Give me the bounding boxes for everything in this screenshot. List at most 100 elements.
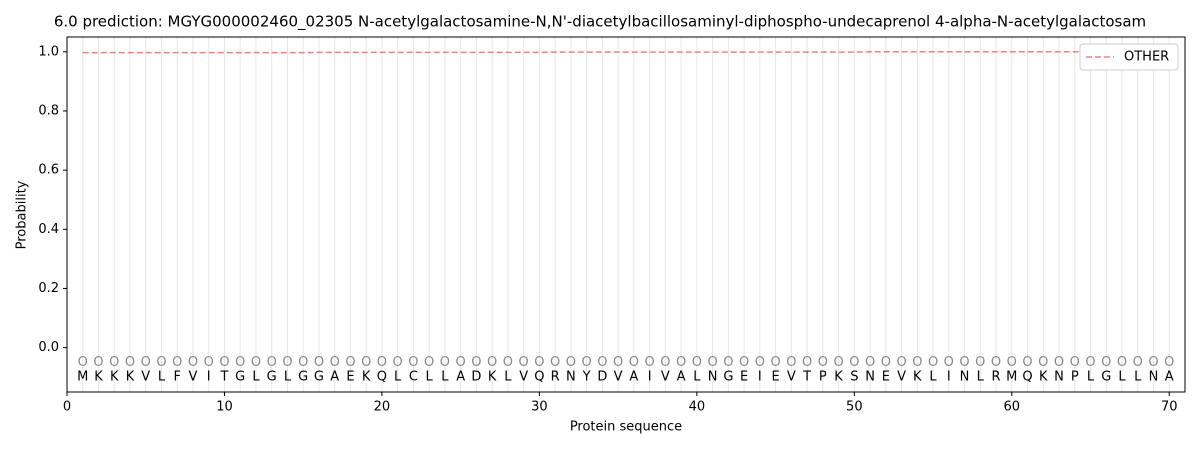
residue: L [1118,370,1126,385]
residue: L [394,370,402,385]
residue: Q [377,370,387,385]
predicted-label: O [944,355,954,370]
series-line [82,51,1170,54]
residue: T [219,370,228,385]
residue: Y [582,370,591,385]
y-tick-label: 0.4 [38,222,59,237]
chart-title: 6.0 prediction: MGYG000002460_02305 N-ac… [54,13,1146,32]
residue: D [471,370,481,385]
predicted-label: O [1101,355,1111,370]
predicted-label: O [1038,355,1048,370]
residue: C [409,370,418,385]
y-axis-label: Probability [15,180,30,249]
predicted-label: O [219,355,229,370]
residue: G [267,370,277,385]
predicted-label: O [912,355,922,370]
residue: I [648,370,652,385]
predicted-label: O [1117,355,1127,370]
y-tick-label: 1.0 [38,44,59,59]
predicted-label: O [1133,355,1143,370]
predicted-label: O [282,355,292,370]
residue: A [677,370,686,385]
residue: K [110,370,119,385]
x-tick-label: 20 [374,400,391,415]
predicted-label: O [361,355,371,370]
predicted-label: O [896,355,906,370]
legend-box [1079,43,1179,71]
residue: E [771,370,779,385]
residue: V [787,370,796,385]
x-tick-label: 60 [1004,400,1021,415]
predicted-label: O [519,355,529,370]
residue: M [1006,370,1017,385]
predicted-label: O [93,355,103,370]
residue: G [1101,370,1111,385]
residue: L [426,370,434,385]
residue: E [882,370,890,385]
residue: D [597,370,607,385]
y-tick-label: 0.2 [38,281,59,296]
predicted-label: O [770,355,780,370]
predicted-label: O [959,355,969,370]
x-axis-label: Protein sequence [570,420,682,435]
x-tick-label: 50 [846,400,863,415]
y-tick-label: 0.8 [38,103,59,118]
predicted-label: O [755,355,765,370]
predicted-label: O [1148,355,1158,370]
residue: N [708,370,718,385]
predicted-label: O [456,355,466,370]
residue: A [456,370,465,385]
residue: L [504,370,512,385]
residue: K [362,370,371,385]
predicted-label: O [141,355,151,370]
predicted-label: O [676,355,686,370]
residue: T [802,370,811,385]
predicted-label: O [345,355,355,370]
residue: K [488,370,497,385]
residue: N [1054,370,1064,385]
predicted-label: O [188,355,198,370]
x-tick-label: 40 [689,400,706,415]
predicted-label: O [597,355,607,370]
predicted-label: O [408,355,418,370]
predicted-label: O [991,355,1001,370]
predicted-label: O [1070,355,1080,370]
residue: P [819,370,827,385]
residue: L [1134,370,1142,385]
residue: V [519,370,528,385]
predicted-label: O [645,355,655,370]
predicted-label: O [534,355,544,370]
predicted-label: O [204,355,214,370]
residue: A [330,370,339,385]
residue: V [614,370,623,385]
x-tick-label: 10 [216,400,233,415]
residue: I [947,370,951,385]
predicted-label: O [802,355,812,370]
predicted-label: O [881,355,891,370]
x-tick-label: 70 [1161,400,1178,415]
predicted-label: O [156,355,166,370]
residue: V [661,370,670,385]
predicted-label: O [440,355,450,370]
residue: K [1039,370,1048,385]
predicted-label: O [235,355,245,370]
predicted-label: O [267,355,277,370]
residue: N [1149,370,1159,385]
predicted-label: O [849,355,859,370]
residue: L [252,370,260,385]
x-tick-label: 0 [63,400,71,415]
residue: L [441,370,449,385]
residue: R [551,370,560,385]
predicted-label: O [739,355,749,370]
predicted-label: O [833,355,843,370]
predicted-label: O [928,355,938,370]
predicted-label: O [1054,355,1064,370]
residue: L [977,370,985,385]
residue: L [929,370,937,385]
predicted-label: O [1085,355,1095,370]
legend-label: OTHER [1124,50,1169,65]
residue: N [566,370,576,385]
predicted-label: O [1164,355,1174,370]
predicted-label: O [582,355,592,370]
predicted-label: O [786,355,796,370]
